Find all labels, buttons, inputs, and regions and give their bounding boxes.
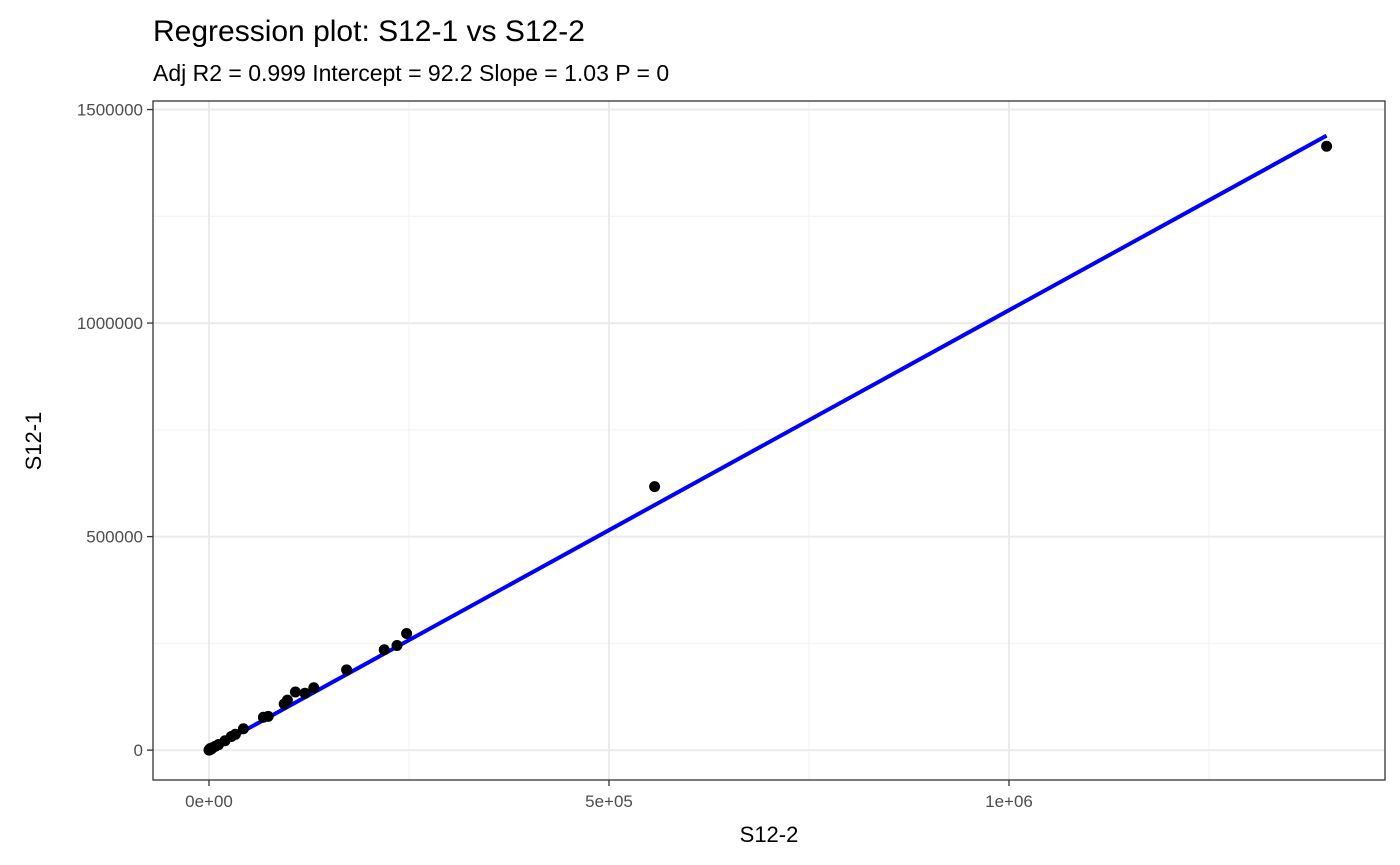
y-tick-label-1: 500000 [86,528,143,547]
data-point-16 [281,694,293,706]
data-point-17 [289,686,301,698]
x-axis-title: S12-2 [740,822,799,847]
grid [153,101,1385,780]
data-point-14 [262,710,274,722]
data-point-24 [649,481,661,493]
plot-border [152,100,1386,781]
data-point-21 [378,644,390,656]
chart-title: Regression plot: S12-1 vs S12-2 [153,15,585,48]
data-point-20 [341,664,353,676]
y-tick-label-2: 1000000 [77,314,143,333]
data-points [203,140,1333,756]
data-point-12 [237,723,249,735]
data-point-25 [1321,140,1333,152]
data-point-23 [401,628,413,640]
data-point-11 [229,728,241,740]
x-tick-label-1: 5e+05 [585,792,633,811]
axes: 0e+00 5e+05 1e+06 0 500000 1000000 1500000 [77,101,1033,811]
data-point-18 [299,687,311,699]
data-point-19 [308,682,320,694]
chart-subtitle: Adj R2 = 0.999 Intercept = 92.2 Slope = … [153,60,669,86]
y-axis-title: S12-1 [21,412,46,471]
y-tick-label-0: 0 [134,741,143,760]
y-tick-label-3: 1500000 [77,101,143,120]
x-tick-label-2: 1e+06 [985,792,1033,811]
data-point-22 [391,639,403,651]
x-tick-label-0: 0e+00 [185,792,233,811]
